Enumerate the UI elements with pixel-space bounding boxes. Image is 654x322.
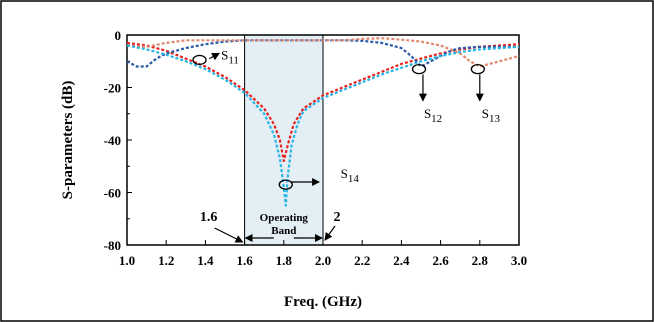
annotation-s11: S11 — [192, 48, 239, 67]
annotation-label: S12 — [424, 106, 442, 125]
y-tick-label: -20 — [104, 81, 121, 96]
y-axis-label: S-parameters (dB) — [60, 81, 76, 200]
annotation-label: S14 — [341, 166, 360, 185]
y-tick-label: -80 — [104, 238, 121, 253]
x-tick-label: 1.2 — [158, 253, 174, 268]
band-end-pointer — [324, 225, 336, 241]
annotation-s13: S13 — [470, 63, 501, 125]
band-start-pointer — [214, 227, 244, 243]
x-tick-label: 1.0 — [119, 253, 135, 268]
series-line-s13 — [126, 37, 520, 68]
series-annotations: S11 S12 S13 S14 — [192, 48, 501, 190]
annotation-ellipse — [278, 179, 293, 190]
band-width-arrows — [214, 225, 336, 243]
annotation-s12: S12 — [411, 63, 442, 125]
x-tick-label: 2.8 — [472, 253, 489, 268]
x-tick-label: 2.2 — [354, 253, 370, 268]
band-label-line1: Operating — [260, 212, 309, 224]
annotation-ellipse — [470, 63, 485, 75]
x-axis-label: Freq. (GHz) — [284, 294, 362, 310]
y-tick-label: 0 — [115, 28, 122, 43]
series-lines — [126, 37, 520, 207]
annotation-label: S13 — [482, 106, 501, 125]
x-tick-label: 1.4 — [197, 253, 214, 268]
annotation-ellipse — [192, 54, 207, 66]
band-marker-start: 1.6 — [200, 210, 218, 225]
annotation-s14: S14 — [278, 166, 360, 190]
operating-band-region — [244, 35, 323, 245]
x-tick-label: 1.8 — [276, 253, 293, 268]
y-tick-label: -40 — [104, 133, 121, 148]
series-line-s14 — [126, 44, 520, 207]
band-marker-end: 2 — [334, 210, 341, 225]
annotation-label: S11 — [221, 48, 239, 67]
annotation-ellipse — [411, 63, 427, 75]
band-label-line2: Band — [271, 225, 296, 237]
x-tick-label: 2.0 — [315, 253, 331, 268]
axis-ticks: 1.0 1.2 1.4 1.6 1.8 2.0 2.2 2.4 2.6 2.8 3.0 0 -20 -40… — [104, 28, 527, 268]
x-tick-label: 3.0 — [511, 253, 527, 268]
x-tick-label: 2.6 — [432, 253, 449, 268]
y-tick-label: -60 — [104, 186, 121, 201]
x-tick-label: 1.6 — [236, 253, 253, 268]
annotation-arrow — [209, 52, 221, 61]
x-tick-label: 2.4 — [393, 253, 410, 268]
series-line-s11 — [126, 41, 520, 163]
